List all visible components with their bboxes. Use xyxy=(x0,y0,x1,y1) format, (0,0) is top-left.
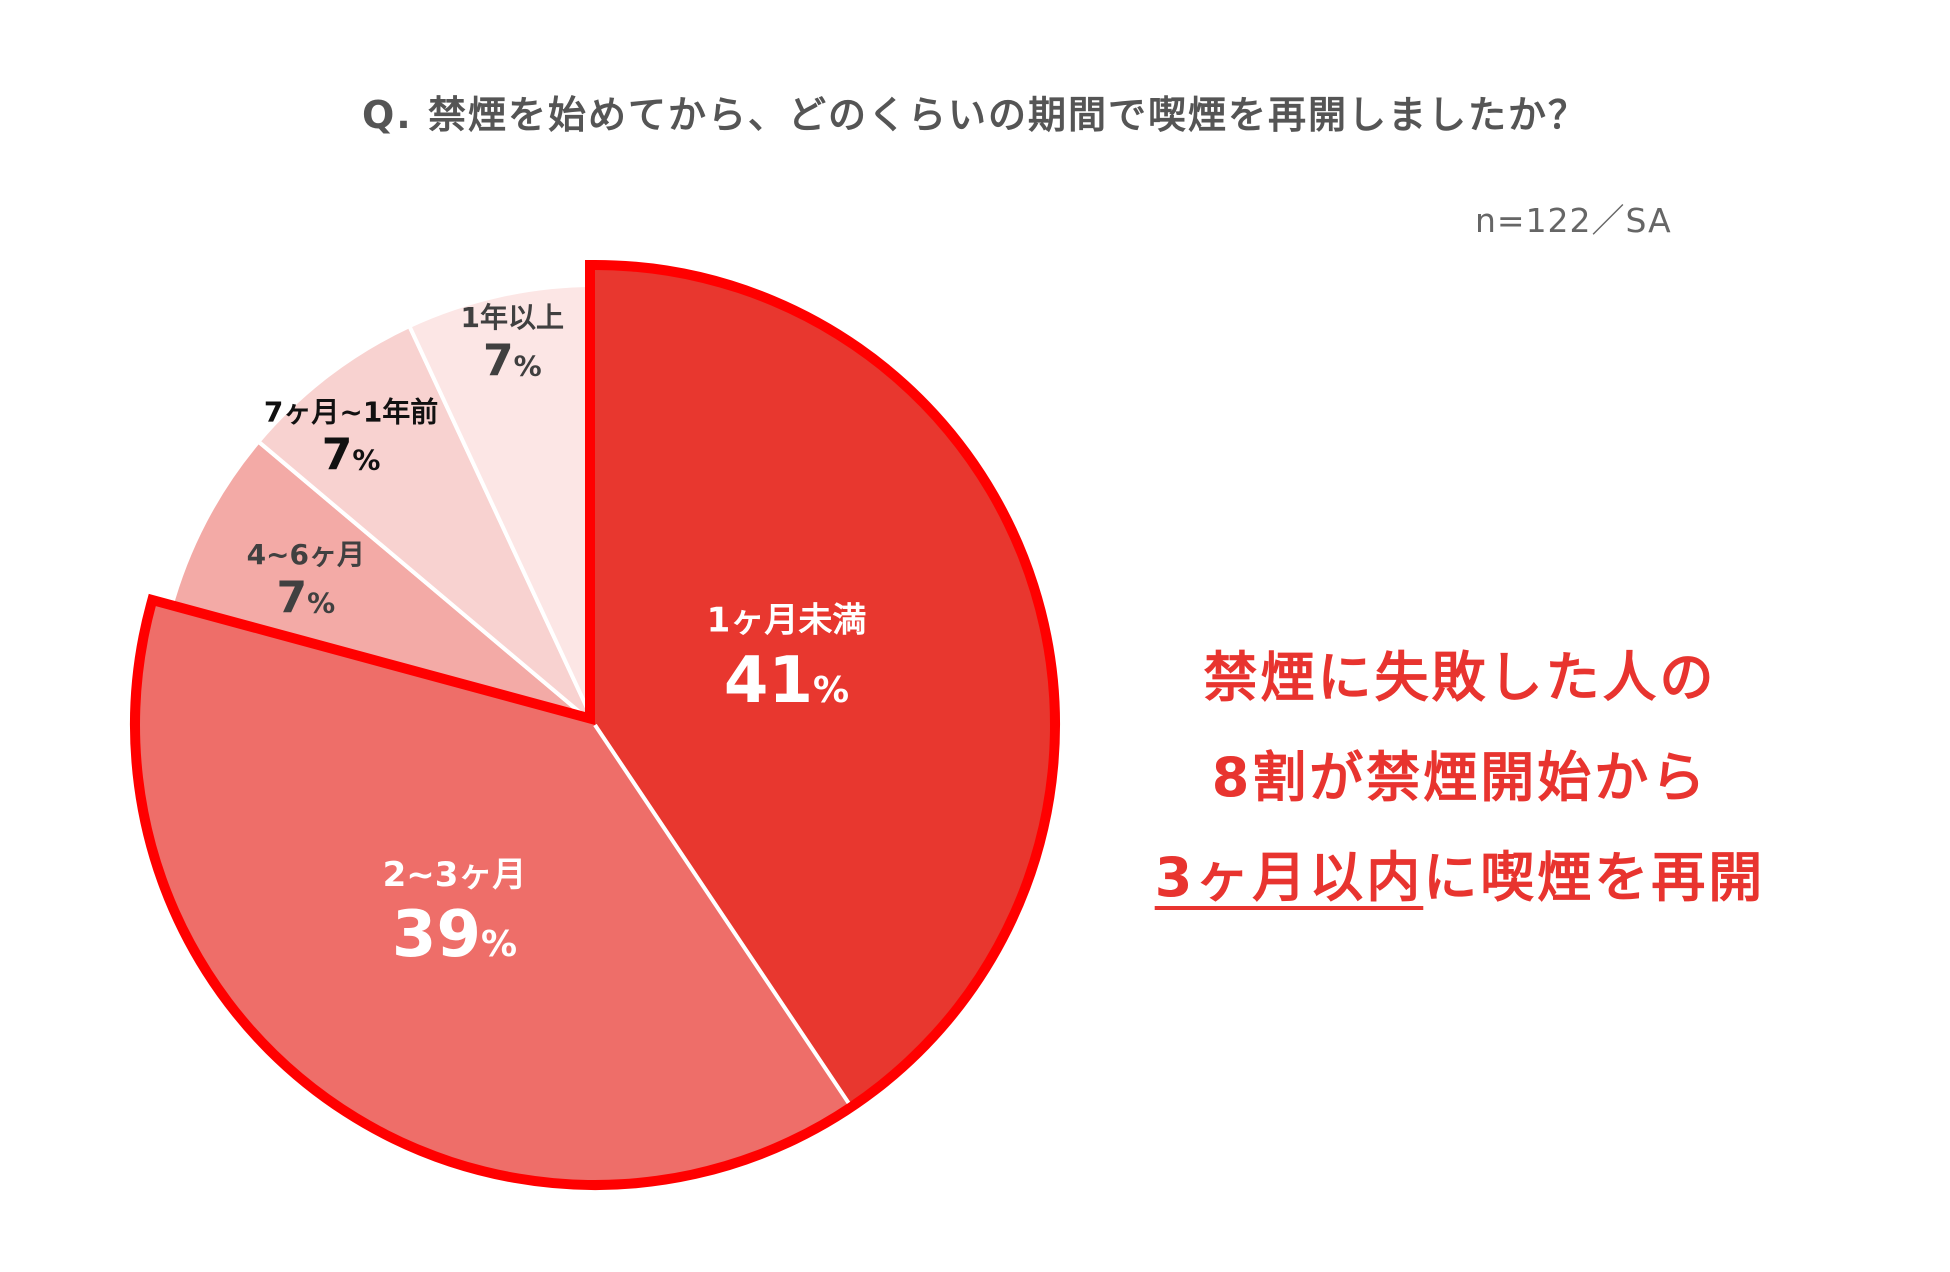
slice-label-3: 4~6ヶ月 xyxy=(247,538,365,571)
slice-value-1: 41% xyxy=(724,644,849,718)
callout-line-1: 禁煙に失敗した人の xyxy=(1203,646,1717,709)
slice-value-3: 7% xyxy=(276,573,335,624)
callout-emphasis: 3ヶ月以内 xyxy=(1154,846,1424,909)
pie-slice-1 xyxy=(595,270,1051,1103)
slice-value-5: 7% xyxy=(483,335,542,386)
callout-text: 禁煙に失敗した人の 8割が禁煙開始から 3ヶ月以内に喫煙を再開 xyxy=(1090,628,1830,928)
sample-size-note: n=122／SA xyxy=(1475,201,1672,240)
slice-label-4: 7ヶ月~1年前 xyxy=(264,395,438,428)
slice-divider xyxy=(593,723,851,1104)
pie-slice-2 xyxy=(139,606,849,1181)
chart-title: Q. 禁煙を始めてから、どのくらいの期間で喫煙を再開しましたか？ xyxy=(362,93,1588,137)
pie-slice-4 xyxy=(255,323,597,727)
callout-line-3-rest: に喫煙を再開 xyxy=(1423,846,1766,909)
slice-value-2: 39% xyxy=(392,898,517,972)
slice-label-2: 2~3ヶ月 xyxy=(383,855,527,895)
slice-label-1: 1ヶ月未満 xyxy=(707,601,867,641)
slice-value-4: 7% xyxy=(322,430,381,481)
callout-line-3: 3ヶ月以内に喫煙を再開 xyxy=(1090,828,1830,928)
callout-line-2: 8割が禁煙開始から xyxy=(1211,746,1709,809)
slice-label-5: 1年以上 xyxy=(461,301,564,334)
